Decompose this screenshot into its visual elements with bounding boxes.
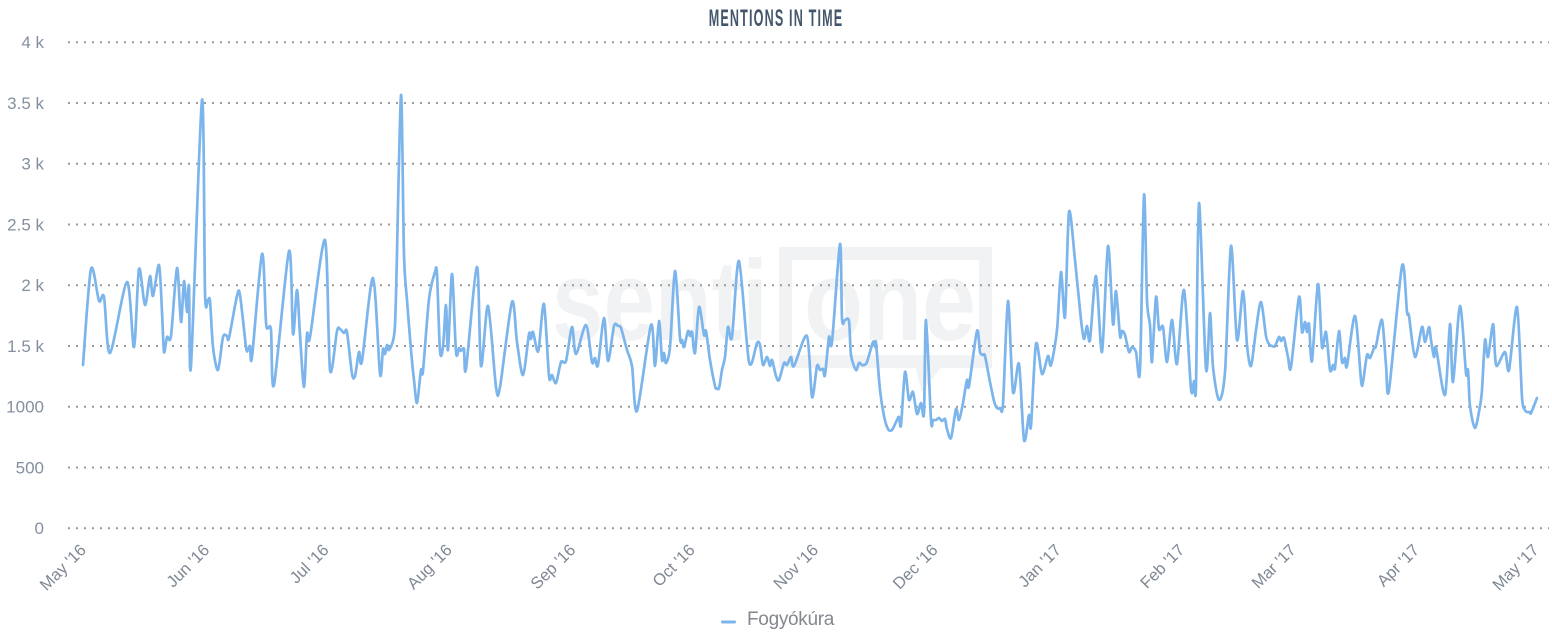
svg-text:3.5 k: 3.5 k	[7, 94, 44, 113]
svg-text:Aug '16: Aug '16	[404, 541, 456, 593]
svg-text:Mar '17: Mar '17	[1248, 541, 1299, 592]
svg-text:Apr '17: Apr '17	[1374, 541, 1423, 590]
svg-text:Fogyókúra: Fogyókúra	[747, 609, 835, 630]
svg-text:MENTIONS IN TIME: MENTIONS IN TIME	[709, 6, 844, 32]
svg-text:4 k: 4 k	[21, 33, 44, 52]
svg-text:Jan '17: Jan '17	[1015, 541, 1065, 591]
svg-text:1.5 k: 1.5 k	[7, 337, 44, 356]
svg-text:Feb '17: Feb '17	[1137, 541, 1188, 592]
svg-text:3 k: 3 k	[21, 155, 44, 174]
svg-text:Jul '16: Jul '16	[287, 541, 333, 587]
svg-text:May '17: May '17	[1489, 541, 1542, 594]
svg-text:500: 500	[16, 459, 44, 478]
svg-text:Nov '16: Nov '16	[770, 541, 822, 593]
svg-text:Sep '16: Sep '16	[527, 541, 579, 593]
svg-text:Oct '16: Oct '16	[649, 541, 698, 590]
svg-text:Jun '16: Jun '16	[163, 541, 213, 591]
svg-text:0: 0	[35, 519, 44, 538]
svg-text:2 k: 2 k	[21, 276, 44, 295]
svg-text:May '16: May '16	[37, 541, 90, 594]
svg-text:2.5 k: 2.5 k	[7, 216, 44, 235]
svg-text:Dec '16: Dec '16	[890, 541, 942, 593]
svg-text:1000: 1000	[6, 398, 44, 417]
